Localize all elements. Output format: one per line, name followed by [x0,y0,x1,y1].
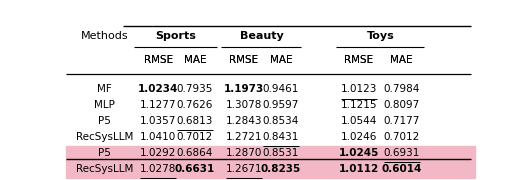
Text: 0.7012: 0.7012 [383,132,420,142]
Text: RMSE: RMSE [230,55,259,65]
Text: 0.6631: 0.6631 [175,163,215,174]
Text: 0.7935: 0.7935 [177,84,213,94]
Text: 1.0123: 1.0123 [341,84,377,94]
Text: MAE: MAE [184,55,206,65]
Text: 1.2843: 1.2843 [226,116,262,126]
Text: 1.1973: 1.1973 [224,84,264,94]
Text: RMSE: RMSE [344,55,373,65]
Text: 1.1277: 1.1277 [140,100,176,110]
Text: 0.7626: 0.7626 [177,100,213,110]
Text: 1.0278: 1.0278 [140,163,176,174]
Text: 0.8534: 0.8534 [262,116,299,126]
Text: 0.8097: 0.8097 [383,100,420,110]
Text: 0.9461: 0.9461 [262,84,299,94]
Text: 0.8235: 0.8235 [261,163,301,174]
Text: 0.6813: 0.6813 [177,116,213,126]
Text: 1.0246: 1.0246 [341,132,377,142]
Text: 1.0410: 1.0410 [140,132,176,142]
Text: 0.6864: 0.6864 [177,148,213,158]
Text: 0.7984: 0.7984 [383,84,420,94]
Text: 1.3078: 1.3078 [226,100,262,110]
Text: RMSE: RMSE [144,55,173,65]
Text: MAE: MAE [184,55,206,65]
Text: 1.0245: 1.0245 [338,148,379,158]
Text: Methods: Methods [81,31,129,41]
Text: 1.0234: 1.0234 [138,84,178,94]
Text: 1.0544: 1.0544 [341,116,377,126]
Text: P5: P5 [98,148,111,158]
Text: Sports: Sports [155,31,196,41]
Text: 0.7177: 0.7177 [383,116,420,126]
Text: RecSysLLM: RecSysLLM [76,163,134,174]
Text: 1.0112: 1.0112 [338,163,379,174]
Text: MAE: MAE [270,55,292,65]
Text: 1.2870: 1.2870 [226,148,262,158]
Text: RMSE: RMSE [230,55,259,65]
Text: 1.0357: 1.0357 [140,116,176,126]
Text: RMSE: RMSE [344,55,373,65]
Text: RecSysLLM: RecSysLLM [76,132,134,142]
Text: 1.2721: 1.2721 [226,132,262,142]
Text: 1.2671: 1.2671 [226,163,262,174]
Text: 0.6014: 0.6014 [381,163,422,174]
Text: MAE: MAE [390,55,413,65]
Text: 0.6931: 0.6931 [383,148,420,158]
Text: 0.8531: 0.8531 [262,148,299,158]
Text: P5: P5 [98,116,111,126]
Text: 0.8431: 0.8431 [262,132,299,142]
Text: RMSE: RMSE [144,55,173,65]
Text: Toys: Toys [366,31,394,41]
Text: 0.9597: 0.9597 [262,100,299,110]
Text: 1.0292: 1.0292 [140,148,176,158]
Text: MLP: MLP [95,100,115,110]
Text: MAE: MAE [390,55,413,65]
Text: 0.7012: 0.7012 [177,132,213,142]
Text: Beauty: Beauty [240,31,284,41]
Text: MF: MF [98,84,112,94]
Text: MAE: MAE [270,55,292,65]
Text: 1.1215: 1.1215 [341,100,377,110]
